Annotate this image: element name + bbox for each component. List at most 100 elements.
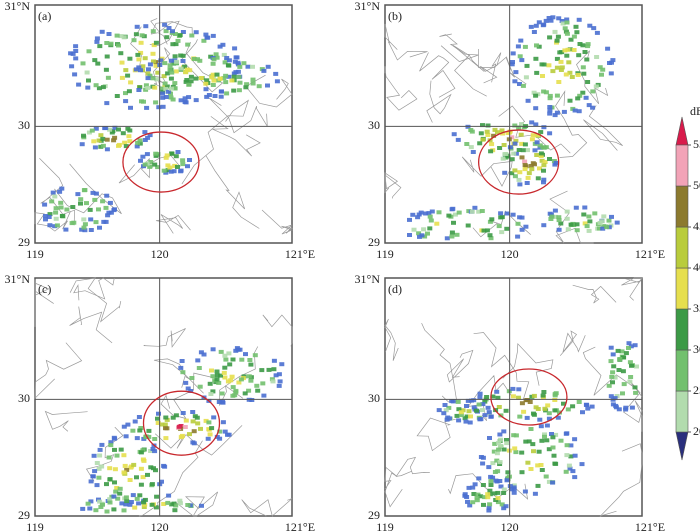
echo-pixel	[569, 75, 575, 79]
echo-pixel	[210, 83, 216, 87]
echo-pixel	[193, 76, 199, 81]
echo-pixel	[486, 465, 492, 470]
echo-pixel	[266, 367, 272, 372]
echo-pixel	[523, 224, 529, 229]
echo-pixel	[151, 59, 156, 64]
echo-pixel	[599, 219, 605, 224]
echo-pixel	[164, 35, 170, 40]
county-boundary	[478, 48, 527, 85]
echo-pixel	[454, 232, 460, 237]
echo-pixel	[188, 79, 194, 84]
echo-pixel	[531, 449, 536, 454]
echo-pixel	[422, 234, 428, 239]
colorbar-bottom	[675, 431, 689, 461]
echo-pixel	[488, 483, 494, 487]
echo-pixel	[234, 346, 240, 351]
echo-pixel	[204, 94, 210, 99]
echo-pixel	[576, 53, 582, 58]
echo-pixel	[523, 439, 529, 444]
echo-pixel	[133, 32, 139, 37]
echo-pixel	[610, 380, 615, 385]
echo-pixel	[207, 381, 213, 386]
echo-pixel	[137, 428, 143, 433]
echo-pixel	[555, 34, 561, 39]
echo-pixel	[151, 466, 156, 471]
echo-pixel	[121, 470, 127, 475]
echo-pixel	[178, 98, 184, 103]
echo-pixel	[147, 164, 153, 169]
echo-pixel	[147, 133, 153, 138]
echo-pixel	[177, 498, 183, 503]
echo-pixel	[137, 138, 143, 143]
echo-pixel	[542, 406, 548, 411]
echo-pixel	[226, 351, 232, 356]
echo-pixel	[81, 225, 87, 230]
echo-pixel	[478, 494, 484, 499]
echo-pixel	[463, 419, 469, 424]
echo-pixel	[169, 70, 175, 75]
echo-pixel	[567, 466, 573, 471]
echo-pixel	[507, 145, 513, 150]
county-boundary	[174, 491, 219, 517]
echo-pixel	[162, 81, 168, 86]
echo-pixel	[620, 369, 626, 374]
echo-pixel	[481, 228, 487, 233]
highlight-ellipse	[490, 368, 568, 426]
echo-pixel	[538, 154, 544, 158]
echo-pixel	[547, 105, 553, 109]
echo-pixel	[555, 415, 561, 420]
echo-pixel	[121, 508, 127, 513]
echo-pixel	[503, 152, 509, 156]
echo-pixel	[498, 211, 504, 216]
echo-pixel	[236, 88, 242, 93]
lat-label: 29	[18, 235, 30, 249]
echo-pixel	[123, 144, 129, 149]
echo-pixel	[470, 500, 476, 505]
echo-pixel	[511, 433, 517, 438]
echo-pixel	[615, 348, 621, 353]
echo-pixel	[541, 390, 547, 394]
echo-pixel	[426, 211, 432, 216]
echo-pixel	[597, 65, 603, 70]
echo-pixel	[480, 483, 486, 487]
echo-pixel	[134, 475, 139, 480]
echo-pixel	[78, 201, 83, 206]
echo-pixel	[568, 222, 574, 227]
echo-pixel	[242, 391, 248, 396]
echo-pixel	[542, 434, 547, 439]
echo-pixel	[634, 364, 639, 369]
county-boundary	[245, 74, 293, 108]
echo-pixel	[58, 200, 64, 205]
echo-pixel	[485, 133, 491, 137]
echo-pixel	[608, 394, 614, 399]
echo-pixel	[558, 221, 564, 226]
echo-pixel	[162, 61, 168, 66]
echo-pixel	[563, 469, 569, 474]
echo-pixel	[209, 75, 215, 80]
echo-pixel	[125, 73, 131, 78]
echo-pixel	[70, 205, 76, 209]
echo-pixel	[587, 23, 593, 28]
echo-pixel	[564, 17, 570, 22]
echo-pixel	[100, 136, 106, 141]
echo-pixel	[488, 474, 494, 479]
echo-pixel	[632, 343, 638, 348]
echo-pixel	[161, 502, 167, 506]
echo-pixel	[614, 220, 620, 225]
echo-pixel	[79, 227, 85, 232]
echo-pixel	[171, 169, 177, 174]
echo-pixel	[236, 75, 242, 80]
echo-pixel	[423, 211, 429, 216]
echo-pixel	[621, 382, 627, 387]
echo-pixel	[500, 156, 506, 161]
echo-pixel	[232, 46, 238, 51]
echo-pixel	[482, 413, 488, 418]
echo-pixel	[218, 94, 224, 99]
echo-pixel	[111, 494, 117, 499]
echo-pixel	[512, 79, 518, 84]
echo-pixel	[547, 96, 553, 101]
echo-pixel	[98, 133, 104, 138]
colorbar-segment	[675, 267, 689, 310]
echo-pixel	[81, 133, 86, 138]
